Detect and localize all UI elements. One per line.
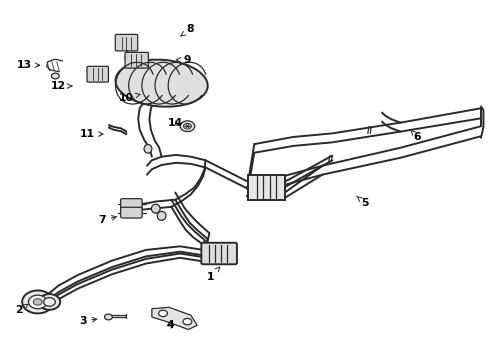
Text: 10: 10 xyxy=(119,93,140,103)
FancyBboxPatch shape xyxy=(201,243,237,264)
Circle shape xyxy=(28,295,47,309)
Text: 13: 13 xyxy=(17,60,40,70)
Circle shape xyxy=(104,314,112,320)
Circle shape xyxy=(183,123,191,129)
Text: 4: 4 xyxy=(166,320,174,330)
Text: 3: 3 xyxy=(79,316,97,325)
Circle shape xyxy=(22,291,53,314)
Text: 12: 12 xyxy=(51,81,72,91)
Text: 9: 9 xyxy=(176,55,190,65)
FancyBboxPatch shape xyxy=(121,207,142,218)
Polygon shape xyxy=(152,307,197,329)
Circle shape xyxy=(43,298,55,306)
Circle shape xyxy=(51,73,59,79)
Ellipse shape xyxy=(151,204,160,213)
Ellipse shape xyxy=(144,144,152,153)
Text: 8: 8 xyxy=(181,24,193,36)
Text: 6: 6 xyxy=(410,130,421,142)
Text: 1: 1 xyxy=(206,267,220,282)
FancyBboxPatch shape xyxy=(115,35,138,51)
FancyBboxPatch shape xyxy=(87,66,108,82)
Text: 7: 7 xyxy=(98,215,116,225)
Text: 2: 2 xyxy=(16,304,28,315)
Text: 14: 14 xyxy=(167,118,183,128)
FancyBboxPatch shape xyxy=(125,52,148,68)
Circle shape xyxy=(33,299,42,305)
Circle shape xyxy=(39,294,60,310)
Circle shape xyxy=(183,319,191,325)
FancyBboxPatch shape xyxy=(121,199,142,210)
Ellipse shape xyxy=(115,60,207,107)
Bar xyxy=(247,175,284,200)
Circle shape xyxy=(158,310,167,317)
Text: 5: 5 xyxy=(356,196,368,208)
Circle shape xyxy=(180,121,194,132)
Ellipse shape xyxy=(157,211,165,220)
Text: 11: 11 xyxy=(80,129,103,139)
